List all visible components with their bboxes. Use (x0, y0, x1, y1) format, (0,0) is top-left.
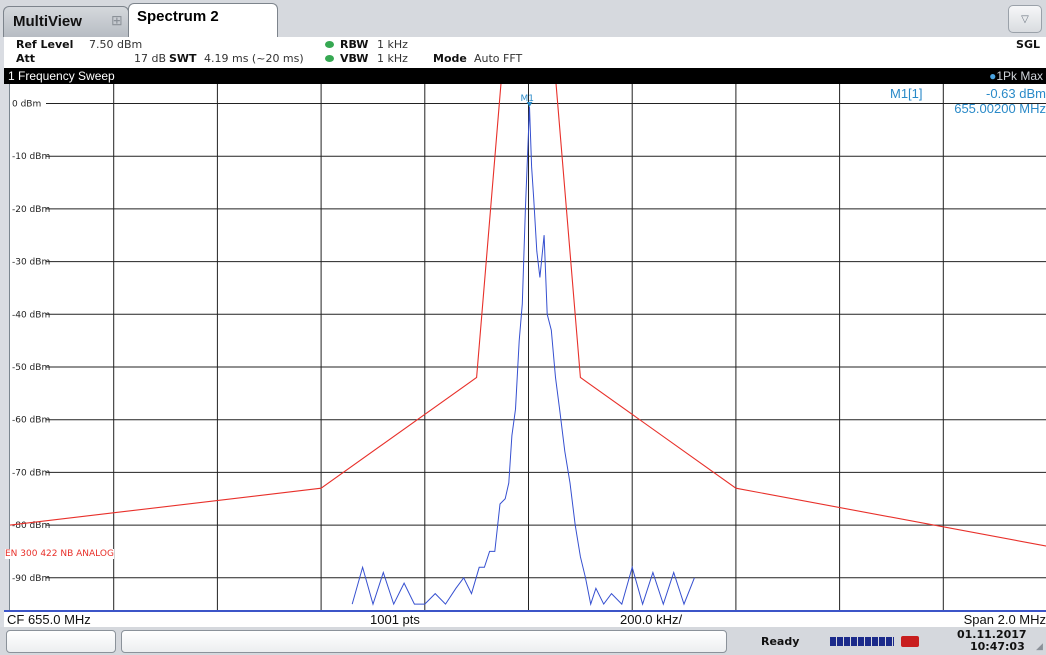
swt-value: 4.19 ms (~20 ms) (204, 52, 304, 65)
tab-bar: MultiView ⊞ Spectrum 2 ▽ (0, 0, 1046, 37)
y-tick-label: -80 dBm (12, 521, 50, 531)
window-title: 1 Frequency Sweep (8, 69, 115, 83)
status-dot-icon (325, 41, 334, 48)
frequency-span: Span 2.0 MHz (963, 612, 1046, 627)
marker-triangle-icon (526, 101, 533, 107)
vbw-value: 1 kHz (377, 52, 408, 65)
y-tick-label: -60 dBm (12, 416, 50, 426)
grid-icon: ⊞ (111, 12, 123, 28)
att-label: Att (16, 52, 36, 65)
tab-spectrum-label: Spectrum 2 (137, 8, 219, 25)
status-field-2[interactable] (121, 630, 727, 653)
marker-tag: M1 (521, 94, 535, 104)
sweep-points: 1001 pts (370, 612, 420, 627)
spectrum-chart[interactable]: 0 dBm -10 dBm -20 dBm -30 dBm -40 dBm -50 dBm… (10, 84, 1046, 611)
y-tick-label: -40 dBm (12, 310, 50, 320)
tab-multiview-label: MultiView (13, 13, 82, 30)
rbw-indicator (325, 38, 337, 51)
status-ready: Ready (761, 635, 800, 648)
y-tick-label: -50 dBm (12, 363, 50, 373)
limit-line-label: EN 300 422 NB ANALOG (5, 549, 114, 559)
window-title-bar: 1 Frequency Sweep ●1Pk Max (4, 68, 1046, 84)
trace-line (351, 106, 695, 607)
frequency-axis-bar: CF 655.0 MHz 1001 pts 200.0 kHz/ Span 2.… (4, 610, 1046, 627)
rbw-value: 1 kHz (377, 38, 408, 51)
status-field-1[interactable] (6, 630, 116, 653)
tab-spectrum-2[interactable]: Spectrum 2 (128, 3, 278, 37)
status-dot-icon (325, 55, 334, 62)
status-bar: Ready 01.11.2017 10:47:03 ◢ (0, 627, 1046, 655)
vbw-indicator (325, 52, 337, 65)
limit-line (10, 84, 1046, 547)
resize-grip-icon: ◢ (1036, 642, 1043, 652)
mode-value: Auto FFT (474, 52, 523, 65)
status-time: 10:47:03 (970, 640, 1025, 653)
measurement-settings[interactable]: Ref Level 7.50 dBm Att 17 dB SWT 4.19 ms… (4, 37, 1046, 68)
trace-label-text: 1Pk Max (996, 69, 1043, 83)
y-tick-label: 0 dBm (12, 99, 41, 109)
mode-label: Mode (433, 52, 467, 65)
swt-label: SWT (169, 52, 197, 65)
chevron-down-icon[interactable]: ▽ (1008, 5, 1042, 33)
sgl-indicator[interactable]: SGL (1016, 38, 1040, 51)
tab-multiview[interactable]: MultiView ⊞ (3, 6, 129, 37)
frequency-per-division: 200.0 kHz/ (620, 612, 683, 627)
y-tick-label: -90 dBm (12, 574, 50, 584)
marker-name: M1[1] (890, 86, 923, 101)
y-tick-label: -70 dBm (12, 468, 50, 478)
y-tick-label: -30 dBm (12, 258, 50, 268)
trace-label: ●1Pk Max (989, 69, 1043, 83)
y-tick-label: -20 dBm (12, 205, 50, 215)
marker-level: -0.63 dBm (986, 86, 1046, 101)
spectrum-plot[interactable]: 0 dBm -10 dBm -20 dBm -30 dBm -40 dBm -50 dBm… (5, 84, 1046, 611)
status-date: 01.11.2017 (957, 628, 1027, 641)
vbw-label: VBW (340, 52, 369, 65)
center-frequency: CF 655.0 MHz (7, 612, 91, 627)
rbw-label: RBW (340, 38, 369, 51)
ref-level-value: 7.50 dBm (89, 38, 143, 51)
y-tick-label: -10 dBm (12, 152, 50, 162)
marker-frequency: 655.00200 MHz (954, 101, 1046, 116)
att-value: 17 dB (134, 52, 167, 65)
progress-bar-icon (830, 637, 894, 646)
activity-indicator-icon (901, 636, 919, 647)
ref-level-label: Ref Level (16, 38, 74, 51)
trace-dot-icon: ● (989, 69, 997, 83)
